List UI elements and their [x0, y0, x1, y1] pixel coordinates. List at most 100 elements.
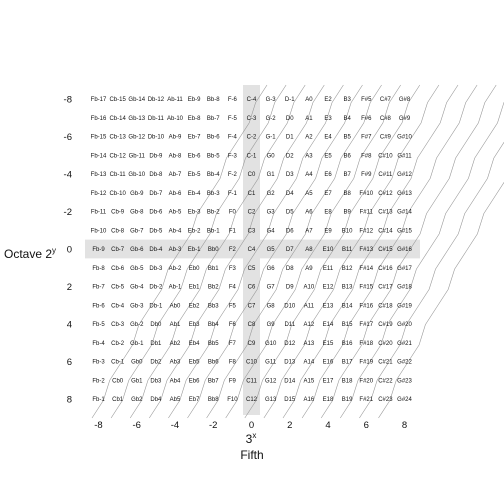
note-cell: G#9	[399, 116, 411, 122]
note-cell: D12	[284, 341, 296, 347]
note-cell: A12	[304, 322, 315, 328]
note-cell: Bb-4	[207, 172, 220, 178]
note-cell: E10	[323, 247, 334, 253]
note-cell: C1	[248, 191, 256, 197]
note-cell: A2	[305, 135, 313, 141]
y-tick-label: 6	[67, 357, 72, 368]
note-cell: E4	[324, 135, 332, 141]
x-axis-title: 3x	[246, 431, 257, 446]
y-tick-label: -8	[64, 95, 72, 106]
note-cell: Bb3	[208, 303, 219, 309]
note-cell: G12	[265, 378, 277, 384]
note-cell: Cb-6	[111, 266, 125, 272]
note-cell: Cb-14	[109, 116, 126, 122]
note-cell: Gb-11	[129, 153, 146, 159]
note-cell: C-2	[247, 135, 257, 141]
diagonal-guide-curve	[359, 141, 504, 419]
x-tick-label: -8	[94, 420, 102, 431]
note-cell: D11	[284, 322, 295, 328]
note-cell: Db-10	[148, 135, 165, 141]
note-cell: Ab-10	[167, 116, 184, 122]
diagonal-guide-curve	[378, 181, 504, 419]
note-cell: C#7	[380, 97, 392, 103]
note-cell: C#12	[378, 191, 393, 197]
note-cell: Eb6	[189, 378, 200, 384]
diagonal-guide-curve	[340, 101, 504, 419]
note-cell: Cb-13	[109, 135, 126, 141]
note-cell: Ab2	[170, 341, 181, 347]
note-cell: Fb-4	[92, 341, 105, 347]
note-cell: F5	[229, 303, 237, 309]
y-tick-label: 8	[67, 395, 72, 406]
note-cell: E18	[323, 397, 334, 403]
note-cell: Eb4	[189, 341, 200, 347]
note-cell: Cb-2	[111, 341, 125, 347]
note-cell: A9	[305, 266, 313, 272]
note-cell: Cb-11	[110, 172, 127, 178]
note-cell: F#14	[359, 266, 373, 272]
note-cell: G9	[267, 322, 276, 328]
note-cell: F-3	[228, 153, 238, 159]
note-cell: Gb-14	[128, 97, 145, 103]
note-cell: E17	[323, 378, 334, 384]
diagonal-guide-curve	[129, 84, 306, 419]
note-cell: C#10	[378, 153, 393, 159]
y-tick-label: 4	[67, 320, 72, 331]
x-tick-label: 0	[249, 420, 254, 431]
note-cell: D2	[286, 153, 294, 159]
note-cell: F8	[229, 360, 237, 366]
note-cell: Fb-2	[92, 378, 105, 384]
note-cell: B17	[342, 360, 353, 366]
note-cell: Fb-17	[91, 97, 107, 103]
note-cell: Eb3	[189, 322, 200, 328]
note-cell: G#24	[397, 397, 412, 403]
note-cell: Eb-5	[188, 172, 201, 178]
note-cell: B7	[343, 172, 351, 178]
note-cell: Eb-9	[188, 97, 201, 103]
note-cell: F9	[229, 378, 237, 384]
diagonal-guide-curve	[149, 84, 325, 419]
note-cell: E6	[324, 172, 332, 178]
note-cell: Cb0	[112, 378, 124, 384]
note-cell: C2	[248, 210, 256, 216]
note-cell: G#15	[397, 228, 412, 234]
note-cell: Bb1	[208, 266, 219, 272]
note-cell: A10	[304, 285, 315, 291]
note-cell: G#12	[397, 172, 412, 178]
note-cell: G5	[267, 247, 276, 253]
x-tick-label: -4	[171, 420, 179, 431]
y-tick-label: -2	[64, 207, 72, 218]
note-cell: G#14	[397, 210, 412, 216]
note-cell: Gb-4	[130, 285, 144, 291]
note-cell: G#20	[397, 322, 412, 328]
note-cell: F3	[229, 266, 237, 272]
note-cell: Db-2	[149, 285, 163, 291]
note-cell: Cb-4	[111, 303, 125, 309]
note-cell: Eb2	[189, 303, 200, 309]
note-cell: Db-9	[149, 153, 163, 159]
note-cell: F#7	[361, 135, 372, 141]
note-cell: B3	[343, 97, 351, 103]
note-cell: D14	[284, 378, 296, 384]
note-cell: D6	[286, 228, 294, 234]
note-cell: E8	[324, 210, 332, 216]
x-axis-ticks: -8 -6 -4 -2 0 2 4 6 8	[94, 420, 407, 431]
note-cell: Gb-8	[130, 210, 144, 216]
diagonal-guide-curve	[263, 84, 440, 419]
note-cell: F0	[229, 210, 237, 216]
note-cell: Gb-1	[130, 341, 144, 347]
note-cell: Eb5	[189, 360, 200, 366]
note-cell: Eb0	[189, 266, 200, 272]
note-cell: E14	[323, 322, 334, 328]
note-cell: Fb-9	[92, 247, 105, 253]
note-cell: B4	[343, 116, 351, 122]
note-cell: Db-4	[149, 247, 163, 253]
note-cell: B11	[342, 247, 353, 253]
note-cell: Ab1	[170, 322, 181, 328]
note-cell: D-1	[285, 97, 295, 103]
note-cell: G#16	[397, 247, 412, 253]
note-cell: Db-3	[149, 266, 163, 272]
note-cell: Ab-6	[169, 191, 182, 197]
note-cell: Ab0	[170, 303, 181, 309]
